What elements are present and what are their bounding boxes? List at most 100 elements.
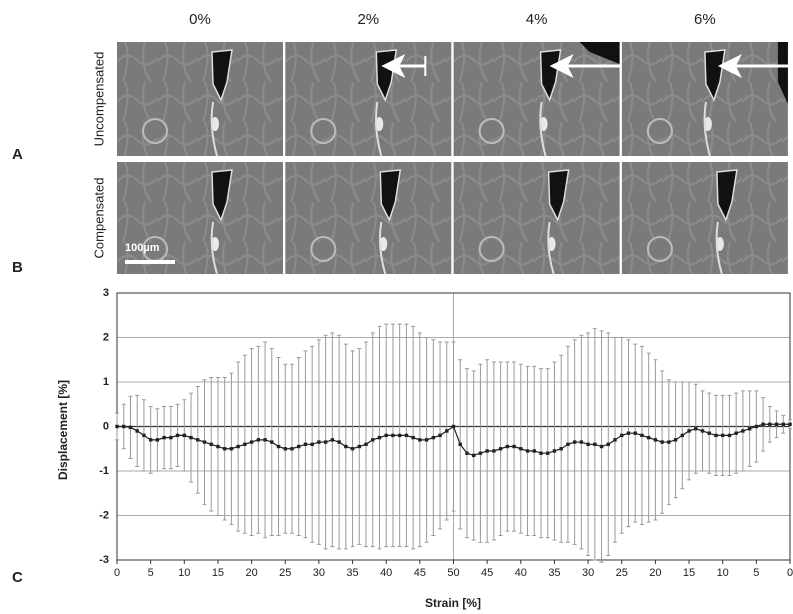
mean-point <box>519 447 523 451</box>
micrograph <box>621 162 788 275</box>
mean-point <box>391 433 395 438</box>
mean-point <box>377 435 382 440</box>
mean-point <box>384 433 388 438</box>
mean-point <box>216 444 220 449</box>
mean-point <box>646 435 651 440</box>
y-axis-label: Displacement [%] <box>56 380 70 480</box>
cell-edge <box>547 221 555 275</box>
dark-gap <box>547 169 570 222</box>
scale-label: 100µm <box>125 242 160 254</box>
mean-point <box>458 442 462 446</box>
mean-point <box>673 438 678 442</box>
dark-gap <box>539 49 562 102</box>
mean-point <box>734 431 738 435</box>
mean-point <box>411 435 415 440</box>
mean-point <box>431 435 436 440</box>
x-tick-label: 45 <box>481 567 493 579</box>
mean-point <box>310 442 314 446</box>
mean-point <box>539 451 543 455</box>
mean-point <box>754 424 759 429</box>
mean-point <box>122 424 126 429</box>
mean-point <box>155 438 160 442</box>
y-tick-label: 1 <box>103 376 109 388</box>
mean-point <box>364 442 368 446</box>
image-bg <box>117 162 283 274</box>
mean-point <box>525 449 530 453</box>
mean-point <box>323 440 328 444</box>
mean-point <box>270 440 274 444</box>
x-tick-label: 50 <box>447 567 459 579</box>
mean-point <box>559 447 563 451</box>
mean-point <box>492 449 496 453</box>
mean-point <box>714 433 718 438</box>
mean-point <box>337 440 341 444</box>
image-bg <box>621 162 788 274</box>
mean-point <box>128 425 133 430</box>
mean-point <box>586 442 590 446</box>
mean-point <box>357 444 361 449</box>
mean-point <box>148 438 153 442</box>
image-bg <box>117 42 283 156</box>
cell <box>478 236 505 262</box>
x-tick-label: 40 <box>515 567 527 579</box>
micrograph <box>453 42 635 157</box>
mean-point <box>303 442 308 446</box>
mean-point <box>741 429 745 433</box>
mean-point <box>721 433 725 438</box>
mean-point <box>445 429 449 433</box>
dark-region <box>579 42 620 64</box>
micrograph <box>285 162 452 275</box>
cell-edge <box>703 101 711 157</box>
cell-edge <box>715 221 723 275</box>
mean-point <box>768 422 772 426</box>
mean-point <box>142 433 146 438</box>
mean-point <box>572 440 577 444</box>
mean-point <box>660 440 664 444</box>
cell <box>646 118 673 144</box>
mean-point <box>297 444 301 449</box>
mean-point <box>236 444 240 449</box>
y-tick-label: 0 <box>103 420 109 432</box>
dark-gap <box>704 49 726 102</box>
column-label: 4% <box>526 11 548 28</box>
x-tick-label: 15 <box>212 567 224 579</box>
cell-edge <box>374 101 383 157</box>
mean-point <box>566 442 570 446</box>
mean-point <box>687 429 691 433</box>
mean-point <box>229 447 234 451</box>
y-tick-label: 3 <box>103 287 109 299</box>
panel-label: B <box>12 259 23 276</box>
x-tick-label: 45 <box>414 567 426 579</box>
x-tick-label: 5 <box>753 567 759 579</box>
mean-point <box>222 447 227 451</box>
mean-point <box>599 444 604 449</box>
mean-point <box>371 438 375 442</box>
mean-point <box>680 433 685 438</box>
x-tick-label: 25 <box>279 567 291 579</box>
y-tick-label: -1 <box>99 465 109 477</box>
mean-point <box>290 447 294 451</box>
cell-edge <box>378 221 387 275</box>
dark-gap <box>716 169 738 222</box>
image-bg <box>453 162 620 274</box>
cell-edge <box>539 101 547 157</box>
x-tick-label: 5 <box>148 567 154 579</box>
cell <box>310 236 337 262</box>
x-axis-label: Strain [%] <box>425 596 481 610</box>
bright-spot <box>703 117 712 131</box>
x-tick-label: 35 <box>346 567 358 579</box>
x-tick-label: 10 <box>717 567 729 579</box>
mean-point <box>700 429 705 433</box>
mean-point <box>788 422 792 426</box>
micrograph <box>285 42 452 157</box>
mean-point <box>465 451 469 455</box>
scale-bar <box>125 260 175 264</box>
panel-label: C <box>12 569 23 586</box>
mean-point <box>418 438 422 442</box>
x-tick-label: 30 <box>582 567 594 579</box>
mean-point <box>727 433 732 438</box>
mean-point <box>135 429 139 433</box>
mean-point <box>707 431 711 435</box>
mean-point <box>350 447 355 451</box>
